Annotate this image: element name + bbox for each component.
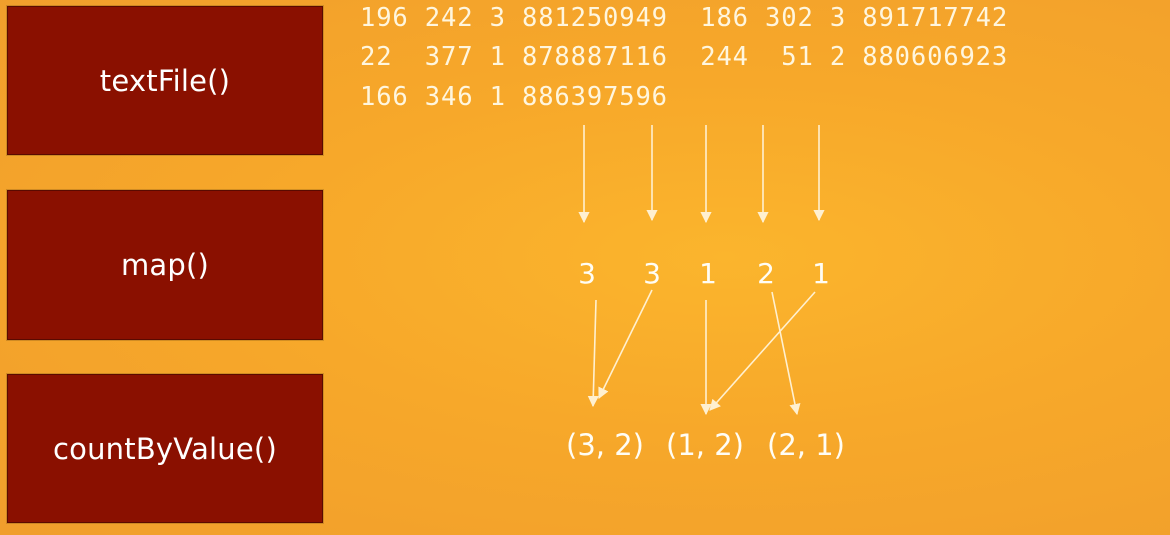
stage-box-textfile: textFile() [7, 6, 323, 155]
mapped-value: 2 [757, 257, 775, 290]
stage-box-map: map() [7, 190, 323, 340]
mapped-value: 1 [812, 257, 830, 290]
arrow-group-value [771, 291, 801, 416]
stage-label-countbyvalue: countByValue() [53, 431, 277, 466]
counted-tuple: (3, 2) [566, 428, 644, 462]
mapped-value: 1 [699, 257, 717, 290]
mapped-value: 3 [643, 257, 661, 290]
raw-data-line: 196 242 3 881250949 186 302 3 891717742 [360, 3, 1009, 33]
arrow-group-value [709, 291, 816, 411]
arrow-group-value [587, 299, 599, 408]
mapped-value: 3 [578, 257, 596, 290]
stage-label-map: map() [120, 248, 210, 282]
stage-label-textfile: textFile() [99, 63, 231, 98]
raw-data-line: 166 346 1 886397596 [360, 82, 668, 112]
raw-data-line: 22 377 1 878887116 244 51 2 880606923 [360, 42, 1009, 72]
counted-tuple: (2, 1) [767, 428, 845, 462]
arrow-group-value [598, 289, 653, 400]
stage-box-countbyvalue: countByValue() [7, 374, 323, 523]
counted-tuple: (1, 2) [666, 428, 744, 462]
